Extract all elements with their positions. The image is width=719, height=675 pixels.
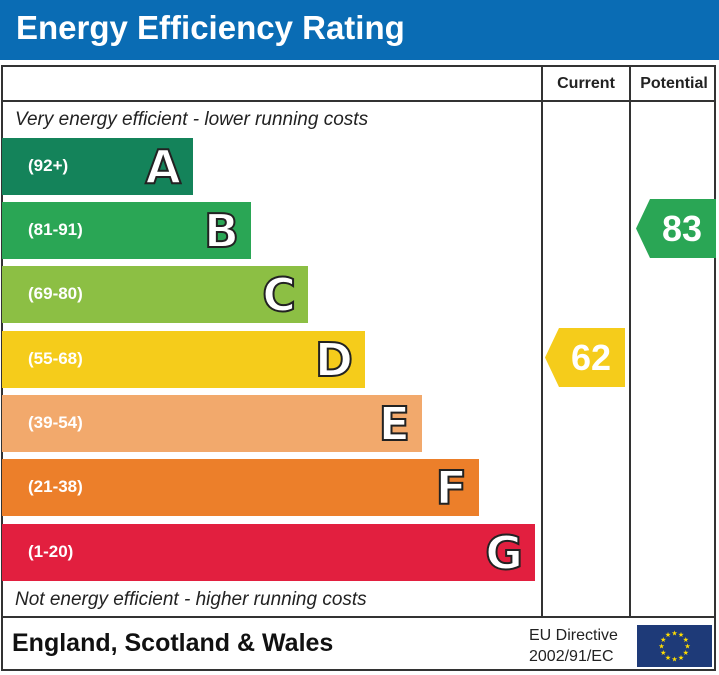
band-range: (81-91)	[28, 220, 83, 239]
bottom-note: Not energy efficient - higher running co…	[15, 589, 367, 610]
svg-text:★: ★	[678, 654, 684, 662]
band-letter: E	[378, 396, 411, 452]
eu-flag-icon: ★★★★★★★★★ ★ ★★	[637, 625, 712, 667]
divider	[1, 100, 716, 102]
header: Energy Efficiency Rating	[0, 0, 719, 60]
svg-text:★: ★	[665, 654, 671, 662]
directive-line2: 2002/91/EC	[529, 648, 614, 665]
band-c: (69-80) C	[2, 266, 308, 323]
svg-text:★: ★	[684, 643, 690, 651]
svg-text:★: ★	[660, 636, 666, 644]
divider	[1, 616, 716, 618]
band-range: (92+)	[28, 156, 69, 175]
band-g: (1-20) G	[2, 524, 535, 581]
band-range: (1-20)	[28, 542, 74, 561]
svg-text:★: ★	[665, 631, 671, 639]
svg-text:★: ★	[660, 649, 666, 657]
band-letter: C	[261, 267, 297, 323]
current-header: Current	[557, 75, 615, 92]
band-d: (55-68) D	[2, 331, 365, 388]
svg-text:★: ★	[658, 643, 664, 651]
current-rating-arrow: 62	[545, 328, 625, 387]
divider	[541, 65, 543, 617]
band-letter: A	[144, 139, 182, 195]
svg-text:★: ★	[683, 636, 689, 644]
current-rating-value: 62	[570, 337, 611, 378]
band-letter: F	[435, 460, 468, 516]
title: Energy Efficiency Rating	[16, 9, 405, 46]
region: England, Scotland & Wales	[12, 629, 334, 657]
svg-text:★: ★	[678, 631, 684, 639]
svg-text:★: ★	[683, 649, 689, 657]
band-b: (81-91) B	[2, 202, 251, 259]
band-letter: B	[203, 203, 240, 259]
top-note: Very energy efficient - lower running co…	[15, 109, 369, 130]
directive-line1: EU Directive	[529, 627, 618, 644]
band-letter: G	[484, 525, 524, 581]
potential-rating-arrow: 83	[636, 199, 716, 258]
divider	[629, 65, 631, 617]
svg-text:★: ★	[671, 656, 677, 664]
band-f: (21-38) F	[2, 459, 479, 516]
band-range: (69-80)	[28, 284, 83, 303]
svg-text:★: ★	[671, 630, 677, 638]
potential-rating-value: 83	[661, 208, 702, 249]
band-range: (39-54)	[28, 413, 83, 432]
potential-header: Potential	[640, 75, 708, 92]
band-e: (39-54) E	[2, 395, 422, 452]
band-range: (55-68)	[28, 349, 83, 368]
band-range: (21-38)	[28, 477, 83, 496]
band-letter: D	[314, 332, 354, 388]
band-a: (92+) A	[2, 138, 193, 195]
